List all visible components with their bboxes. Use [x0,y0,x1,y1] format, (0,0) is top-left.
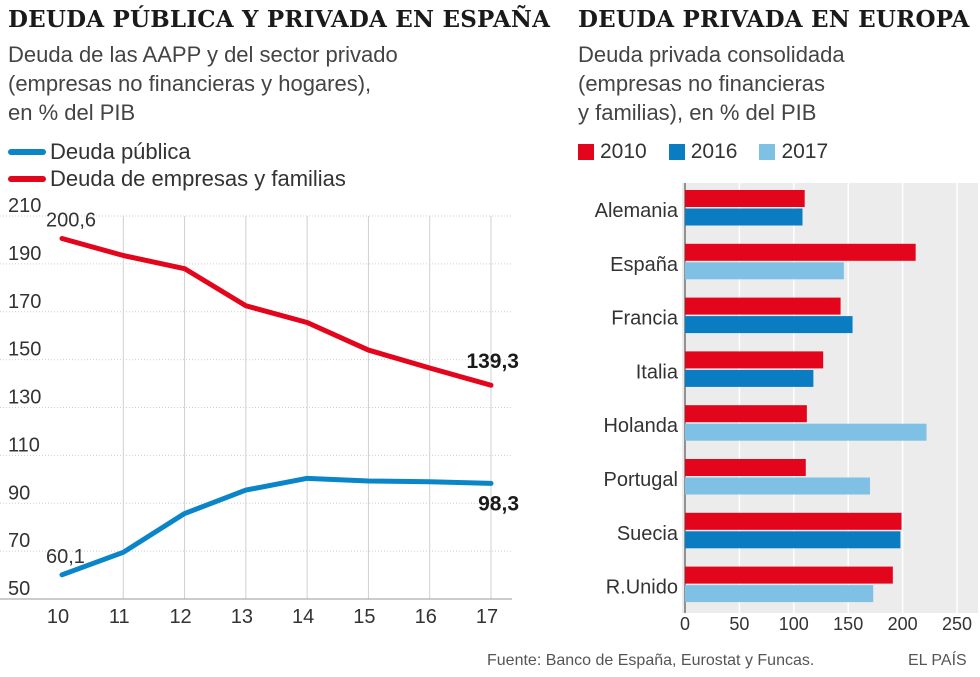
y-tick-label: 170 [8,291,41,313]
bar-y2016 [685,531,901,549]
bar-y2010 [685,566,893,584]
left-chart-title: DEUDA PÚBLICA Y PRIVADA EN ESPAÑA [8,6,551,33]
bar-category-label: Holanda [603,415,678,437]
right-chart-title: DEUDA PRIVADA EN EUROPA [578,6,970,33]
y-tick-label: 110 [8,434,40,456]
start-label-privada: 200,6 [46,210,96,232]
left-subtitle-line-2: (empresas no financieras y hogares), [8,71,372,96]
y-tick-label: 50 [8,578,30,600]
end-label-publica: 98,3 [478,492,519,515]
bar-x-tick-label: 150 [833,614,863,634]
bar-category-label: Francia [611,308,679,330]
x-tick-label: 17 [476,606,498,628]
bar-y2010 [685,512,902,530]
legend-swatch-2017 [759,144,776,160]
right-subtitle-line-3: y familias), en % del PIB [578,100,817,125]
start-label-publica: 60,1 [46,546,85,568]
bar-category-label: Portugal [604,469,679,491]
y-tick-label: 210 [8,195,41,217]
x-tick-label: 15 [353,606,375,628]
x-tick-label: 13 [231,606,253,628]
bar-category-label: R.Unido [606,577,678,599]
x-tick-label: 14 [292,606,314,628]
legend-swatch-2010 [578,144,594,160]
bar-y2017 [685,585,874,603]
end-label-privada: 139,3 [466,350,519,373]
legend-item-2010: 2010 [578,140,647,164]
bar-category-label: Alemania [595,200,679,222]
bar-y2016 [685,369,814,387]
bar-legend: 2010 2016 2017 [578,140,850,164]
bar-y2017 [685,477,870,495]
left-subtitle-line-3: en % del PIB [8,100,136,125]
bar-x-tick-label: 250 [942,614,972,634]
bar-x-tick-label: 100 [779,614,809,634]
legend-label-2017: 2017 [781,140,829,163]
legend-swatch-privada [8,176,46,182]
bar-x-tick-label: 50 [729,614,749,634]
x-tick-label: 16 [415,606,437,628]
bar-y2016 [685,208,803,226]
bar-y2010 [685,459,806,476]
x-tick-label: 10 [47,606,69,628]
source-note: Fuente: Banco de España, Eurostat y Func… [487,652,815,669]
bar-x-tick-label: 200 [888,614,918,634]
legend-item-2017: 2017 [759,140,828,164]
bar-y2010 [685,243,916,261]
bar-y2017 [685,423,927,441]
legend-swatch-2016 [668,144,685,160]
legend-swatch-publica [8,149,46,155]
legend-label-privada: Deuda de empresas y familias [50,166,346,191]
legend-item-privada: Deuda de empresas y familias [8,166,346,192]
legend-label-2016: 2016 [690,140,738,163]
y-tick-label: 190 [8,243,41,265]
bar-category-label: España [610,254,679,276]
line-series-publica [59,475,494,578]
left-chart-subtitle: Deuda de las AAPP y del sector privado (… [8,40,398,127]
legend-label-publica: Deuda pública [50,139,191,164]
bar-category-label: Suecia [617,523,679,545]
y-tick-label: 70 [8,530,30,552]
legend-item-2016: 2016 [668,140,738,164]
bar-y2017 [685,262,844,280]
y-tick-label: 130 [8,387,41,409]
left-subtitle-line-1: Deuda de las AAPP y del sector privado [8,42,398,67]
line-series-privada [59,236,494,388]
bar-y2016 [685,316,853,334]
y-tick-label: 90 [8,482,30,504]
x-tick-label: 12 [169,606,191,628]
bar-y2010 [685,297,841,315]
right-subtitle-line-1: Deuda privada consolidada [578,42,845,67]
y-tick-label: 150 [8,339,41,361]
bar-x-tick-label: 0 [680,614,690,634]
right-chart-subtitle: Deuda privada consolidada (empresas no f… [578,40,845,127]
brand-label: EL PAÍS [908,652,967,669]
x-tick-label: 11 [109,606,130,628]
bar-y2010 [685,351,824,369]
bar-y2010 [685,405,807,423]
legend-item-publica: Deuda pública [8,139,191,165]
bar-category-label: Italia [636,361,679,383]
bar-y2010 [685,190,805,207]
right-subtitle-line-2: (empresas no financieras [578,71,826,96]
legend-label-2010: 2010 [600,140,647,163]
